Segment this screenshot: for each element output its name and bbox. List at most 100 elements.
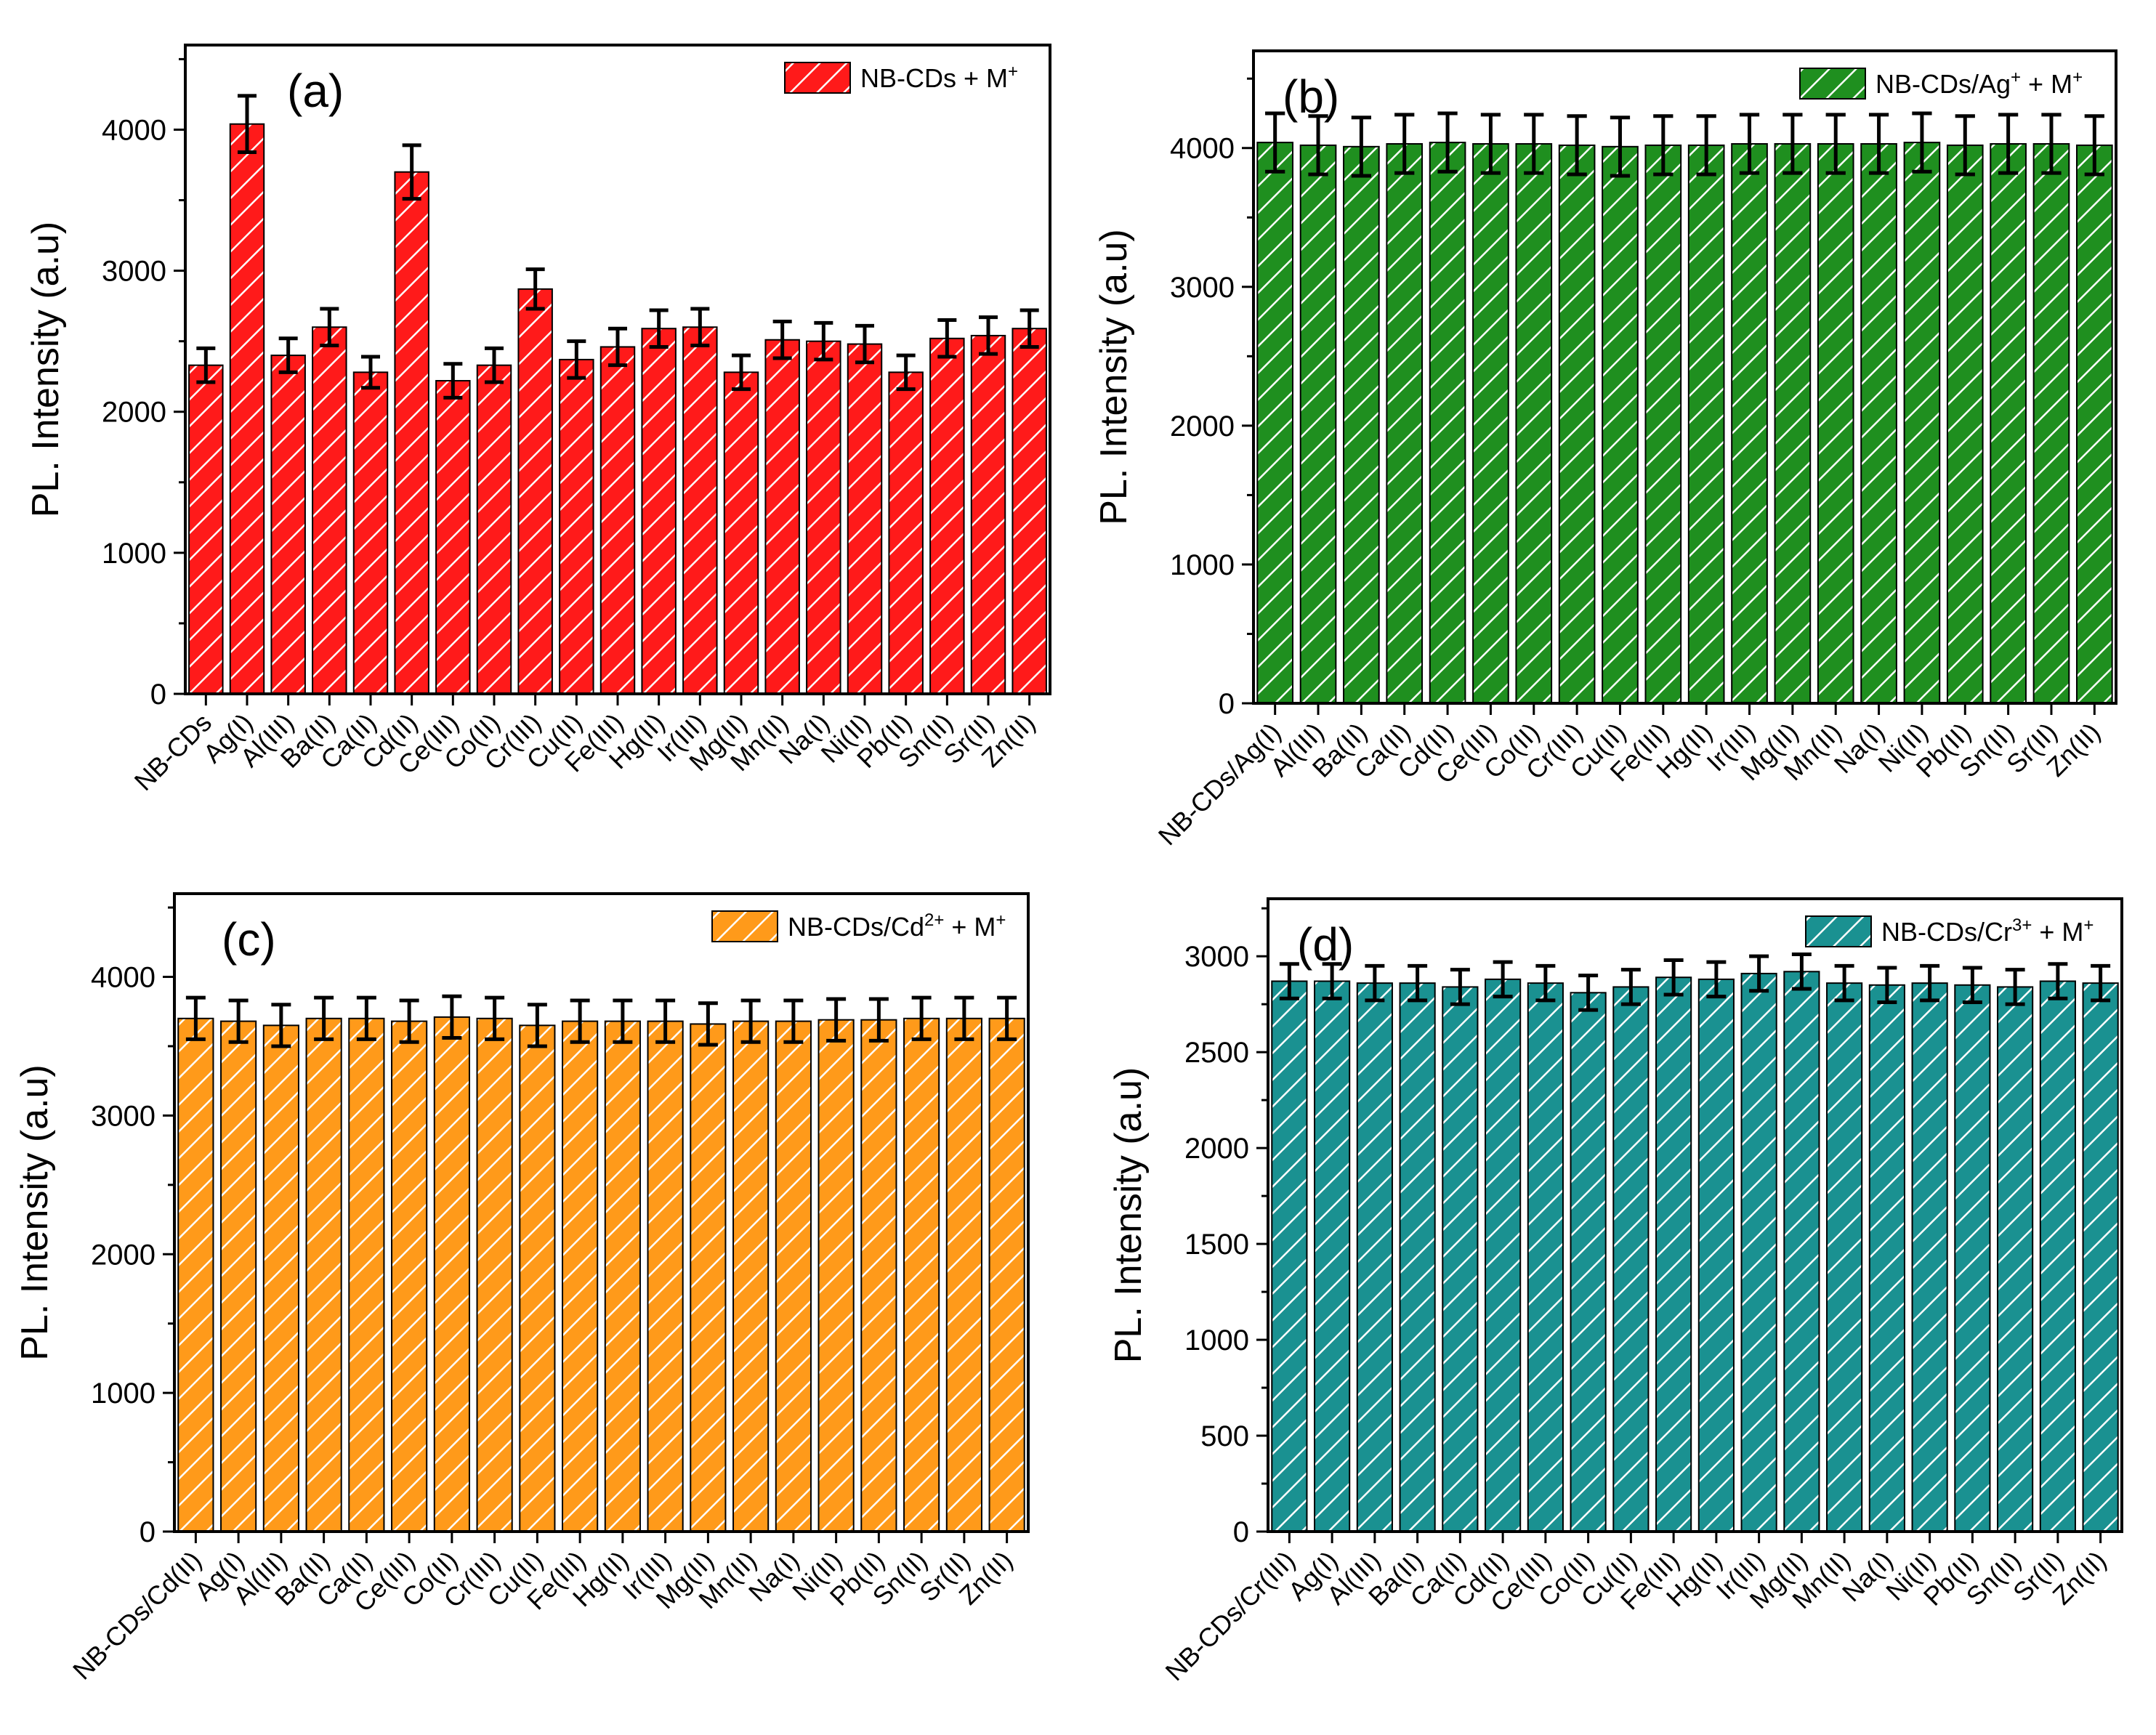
bar-Mg(II)	[1783, 971, 1820, 1532]
error-bar	[1610, 116, 1631, 178]
bar-Ba(II)	[1399, 982, 1436, 1532]
error-bar	[278, 336, 298, 374]
bar-Pb(II)	[888, 371, 924, 695]
error-bar	[1868, 113, 1889, 175]
error-bar	[1394, 113, 1415, 175]
legend-swatch	[784, 62, 851, 94]
error-bar	[1279, 962, 1299, 1000]
category-label: NB-CDs/Ag(I)	[1152, 717, 1287, 852]
bar-Cu(II)	[519, 1024, 556, 1532]
error-bar	[1620, 968, 1641, 1006]
y-tick-label: 1000	[1184, 1324, 1249, 1356]
y-axis-title: PL. Intensity (a.u)	[1093, 229, 1135, 525]
error-bar	[1955, 114, 1975, 177]
bar-Mg(II)	[1774, 143, 1812, 705]
error-bar	[783, 998, 804, 1044]
error-bar	[356, 995, 376, 1041]
y-tick-label: 1500	[1184, 1229, 1249, 1261]
bar-Zn(II)	[1012, 328, 1047, 695]
error-bar	[399, 998, 419, 1044]
bar-Sr(II)	[970, 334, 1006, 695]
error-bar	[731, 353, 751, 392]
error-bar	[442, 994, 462, 1040]
bar-Ce(III)	[1472, 143, 1509, 705]
error-bar	[1351, 116, 1372, 178]
error-bar	[1365, 963, 1385, 1003]
error-bar	[698, 1001, 718, 1047]
bar-Sr(II)	[2039, 980, 2076, 1532]
panel-label: (d)	[1297, 918, 1354, 971]
y-tick-label: 3000	[1184, 941, 1249, 973]
bar-Pb(II)	[1954, 984, 1991, 1532]
chart-panel-d: NB-CDs/Cr(III)Ag(I)Al(III)Ba(II)Ca(II)Cd…	[1107, 897, 2123, 1686]
bar-Ba(II)	[312, 326, 347, 695]
error-bar	[1408, 963, 1428, 1003]
bar-Na(I)	[1868, 984, 1905, 1532]
bar-Mn(II)	[1817, 143, 1854, 705]
error-bar	[1493, 960, 1513, 999]
error-bar	[814, 320, 833, 362]
error-bar	[1437, 111, 1458, 174]
error-bar	[237, 94, 257, 155]
error-bar	[2084, 114, 2104, 177]
error-bar	[826, 997, 847, 1043]
legend-label: NB-CDs + M+	[860, 62, 1018, 93]
bar-Ba(II)	[1343, 145, 1380, 704]
error-bar	[1877, 966, 1897, 1005]
bar-Co(II)	[1515, 143, 1553, 705]
bar-Ca(II)	[1386, 143, 1424, 705]
error-bar	[1749, 954, 1769, 993]
bar-Ca(II)	[1442, 986, 1479, 1532]
error-bar	[1308, 114, 1328, 177]
bar-Cu(II)	[1602, 145, 1639, 704]
y-axis-title: PL. Intensity (a.u)	[14, 1064, 56, 1361]
error-bar	[896, 353, 916, 392]
error-bar	[2005, 968, 2025, 1006]
error-bar	[937, 318, 957, 359]
y-tick-label: 1000	[1170, 549, 1235, 581]
y-tick-label: 2000	[1170, 411, 1235, 442]
bar-Na(I)	[1860, 143, 1897, 705]
bar-NB-CDs	[188, 364, 224, 695]
legend: NB-CDs/Cr3+ + M+	[1805, 915, 2094, 947]
error-bar	[485, 995, 505, 1041]
legend-label: NB-CDs/Cd2+ + M+	[788, 910, 1006, 942]
bar-NB-CDs/Cd(II)	[177, 1017, 214, 1532]
plot-frame	[1252, 49, 2117, 705]
y-axis-title: PL. Intensity (a.u)	[25, 222, 67, 518]
error-bar	[1825, 113, 1846, 175]
error-bar	[740, 998, 761, 1044]
error-bar	[1020, 308, 1039, 349]
error-bar	[443, 362, 463, 400]
bar-Cd(II)	[1485, 978, 1522, 1532]
plot-frame	[1267, 897, 2123, 1533]
legend-label: NB-CDs/Ag+ + M+	[1876, 68, 2083, 99]
error-bar	[997, 995, 1017, 1041]
panel-label: (c)	[222, 913, 276, 966]
y-tick-label: 0	[150, 679, 166, 711]
error-bar	[1998, 113, 2019, 175]
error-bar	[196, 346, 216, 384]
y-tick-label: 4000	[91, 962, 156, 994]
chart-panel-c: NB-CDs/Cd(II)Ag(I)Al(III)Ba(II)Ca(II)Ce(…	[14, 892, 1030, 1686]
bar-Cd(II)	[1429, 142, 1466, 705]
error-bar	[1912, 111, 1932, 174]
y-tick-label: 2500	[1184, 1037, 1249, 1069]
bar-Ni(II)	[817, 1019, 855, 1532]
y-tick-label: 2000	[1184, 1133, 1249, 1165]
error-bar	[1696, 114, 1716, 177]
error-bar	[567, 339, 586, 380]
bar-Ca(II)	[352, 371, 389, 695]
bar-Cd(II)	[394, 171, 429, 695]
bar-Ag(I)	[229, 123, 265, 695]
error-bar	[1706, 960, 1727, 999]
error-bar	[1920, 963, 1940, 1003]
y-tick-label: 4000	[102, 114, 166, 146]
error-bar	[2041, 113, 2062, 175]
category-label: NB-CDs/Cd(II)	[67, 1545, 207, 1686]
error-bar	[1782, 113, 1803, 175]
bar-Zn(II)	[988, 1017, 1025, 1532]
bar-Co(II)	[433, 1016, 470, 1532]
bar-Ir(III)	[682, 326, 718, 695]
